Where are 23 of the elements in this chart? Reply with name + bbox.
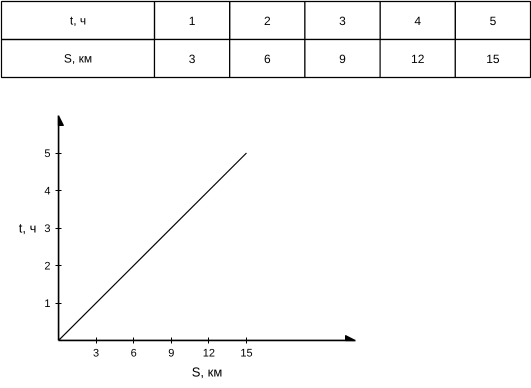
x-tick-label: 15 [240,348,253,360]
x-tick-label: 5 [490,14,497,28]
data-label: 6 [264,52,271,66]
data-label: 9 [339,52,346,66]
x-tick-label: 9 [168,348,174,360]
x-tick-label: 6 [130,348,137,360]
y-tick-label: 4 [44,186,51,198]
data-label: 3 [188,52,196,66]
y-tick-label: 1 [44,298,51,310]
y-tick-label: 2 [44,260,51,272]
x-tick-label: 4 [414,14,422,28]
x-tick-label: 12 [202,348,216,360]
x-axis-title: t, ч [70,14,86,28]
y-tick-label: 5 [44,148,51,160]
y-tick-label: 3 [44,223,51,235]
data-label: 15 [486,52,500,66]
x-tick-label: 3 [93,348,100,360]
data-label: 12 [411,52,425,66]
x-tick-label: 1 [188,14,196,28]
x-axis-title: S, км [192,364,222,380]
x-tick-label: 3 [339,14,346,28]
y-axis-title: t, ч [18,220,36,236]
x-tick-label: 2 [264,14,271,28]
